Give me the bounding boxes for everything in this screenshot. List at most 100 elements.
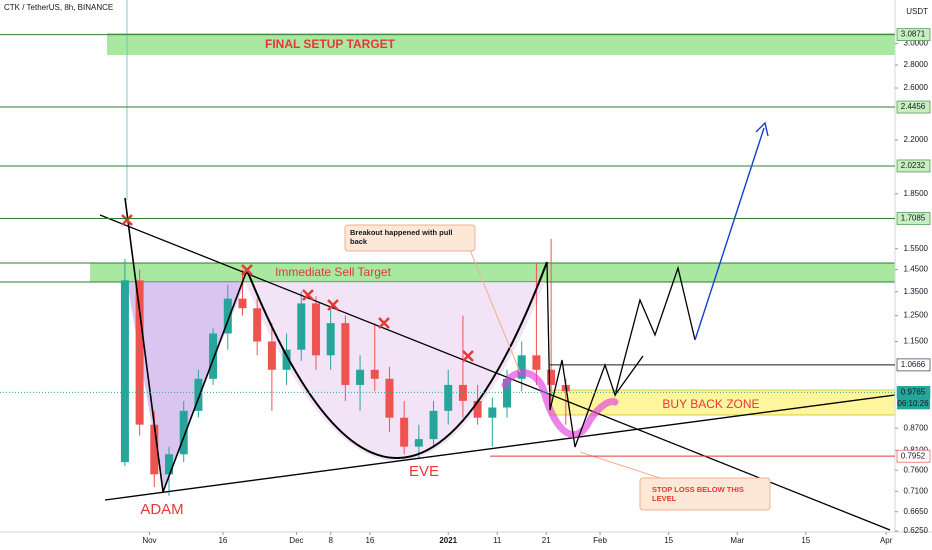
note-text: LEVEL <box>652 494 677 503</box>
candle-body <box>444 384 453 411</box>
x-tick-label: 11 <box>493 536 502 545</box>
candle-body <box>282 349 291 370</box>
target-arrow <box>694 127 765 341</box>
candle-body <box>223 298 232 334</box>
final-target-zone <box>107 33 895 55</box>
x-tick-label: 15 <box>801 536 810 545</box>
sell-target-zone <box>90 263 895 282</box>
y-tick-label: 1.3500 <box>904 287 929 296</box>
candle-body <box>517 355 526 379</box>
y-tick-label: 1.2500 <box>904 311 929 320</box>
y-tick-label: 1.1500 <box>904 337 929 346</box>
level-label-box <box>896 358 931 372</box>
candle-body <box>400 417 409 447</box>
chart-title: CTK / TetherUS, 8h, BINANCE <box>4 3 113 12</box>
x-tick-label: 21 <box>542 536 551 545</box>
breakout-note <box>344 224 476 252</box>
trendline <box>99 214 891 531</box>
level-label: 0.9765 <box>901 387 926 396</box>
trendline <box>104 394 896 501</box>
y-tick-label: 1.5500 <box>904 244 929 253</box>
x-tick-label: 16 <box>218 536 227 545</box>
x-marks <box>121 214 474 362</box>
zone-label: Immediate Sell Target <box>275 265 392 279</box>
level-label: 3.0871 <box>901 30 926 39</box>
candle-body <box>356 369 365 385</box>
x-tick-label: Apr <box>880 536 893 545</box>
countdown: 06:10:26 <box>897 399 929 408</box>
y-tick-label: 0.6250 <box>904 526 929 535</box>
candle-body <box>458 384 467 401</box>
level-label: 1.7085 <box>901 214 926 223</box>
note-text: STOP LOSS BELOW THIS <box>652 485 744 494</box>
y-tick-label: 0.6650 <box>904 507 929 516</box>
candle-body <box>473 400 482 418</box>
level-label-box <box>896 449 931 463</box>
candle-body <box>370 369 379 379</box>
note-text: Breakout happened with pull <box>350 228 453 237</box>
arrow-head <box>755 121 769 137</box>
adam-line <box>124 197 248 493</box>
candle-body <box>326 323 335 356</box>
level-label: 0.7952 <box>901 451 926 460</box>
candle-body <box>488 407 497 418</box>
level-label: 1.0666 <box>901 360 926 369</box>
projection <box>546 261 696 448</box>
level-label: 2.0232 <box>901 161 926 170</box>
level-label-box <box>896 100 931 114</box>
candle-body <box>297 303 306 350</box>
candle-body <box>194 378 203 411</box>
y-tick-label: 2.2000 <box>904 135 929 144</box>
candle-body <box>414 439 423 447</box>
level-label-box <box>896 212 931 225</box>
y-tick-label: 3.0000 <box>904 39 929 48</box>
pattern-label: ADAM <box>140 501 183 518</box>
y-tick-label: 2.6000 <box>904 83 929 92</box>
stop-loss-note <box>639 477 771 511</box>
candle-body <box>267 341 276 370</box>
candle-body <box>341 323 350 385</box>
y-tick-label: 2.8000 <box>904 60 929 69</box>
cup-curve <box>246 261 548 459</box>
level-label-box <box>896 28 931 41</box>
candle-body <box>532 355 541 370</box>
candle-body <box>120 280 129 463</box>
x-tick-label: Nov <box>142 536 156 545</box>
y-tick-label: 1.4500 <box>904 265 929 274</box>
candle-body <box>238 298 247 309</box>
callout-line <box>469 249 521 373</box>
zone-label: FINAL SETUP TARGET <box>265 37 396 51</box>
y-tick-label: 0.7100 <box>904 486 929 495</box>
x-tick-label: Mar <box>730 536 744 545</box>
candle-body <box>135 280 144 425</box>
x-tick-label: Feb <box>593 536 607 545</box>
level-label: 2.4456 <box>901 102 926 111</box>
candle-body <box>253 308 262 342</box>
candle-body <box>209 333 218 379</box>
pattern-label: EVE <box>409 463 439 480</box>
axis-unit: USDT <box>906 7 928 16</box>
x-tick-label: 16 <box>365 536 374 545</box>
candle-body <box>503 378 512 408</box>
candle-body <box>165 454 174 475</box>
x-tick-label: 8 <box>328 536 333 545</box>
candle-body <box>429 410 438 440</box>
level-label-box <box>896 159 931 173</box>
pullback-curve <box>501 369 619 438</box>
x-tick-label: 15 <box>664 536 673 545</box>
candle-body <box>547 369 556 385</box>
note-text: back <box>350 237 368 246</box>
candle-body <box>311 303 320 356</box>
y-tick-label: 0.8700 <box>904 423 929 432</box>
zone-label: BUY BACK ZONE <box>662 397 759 411</box>
projection <box>614 355 644 396</box>
x-tick-label: 2021 <box>439 536 457 545</box>
candle-body <box>150 424 159 475</box>
y-tick-label: 1.8500 <box>904 189 929 198</box>
x-tick-label: Dec <box>289 536 303 545</box>
eve-fill <box>245 282 545 461</box>
candle-body <box>179 410 188 455</box>
y-tick-label: 0.7600 <box>904 465 929 474</box>
countdown-box <box>897 398 930 410</box>
